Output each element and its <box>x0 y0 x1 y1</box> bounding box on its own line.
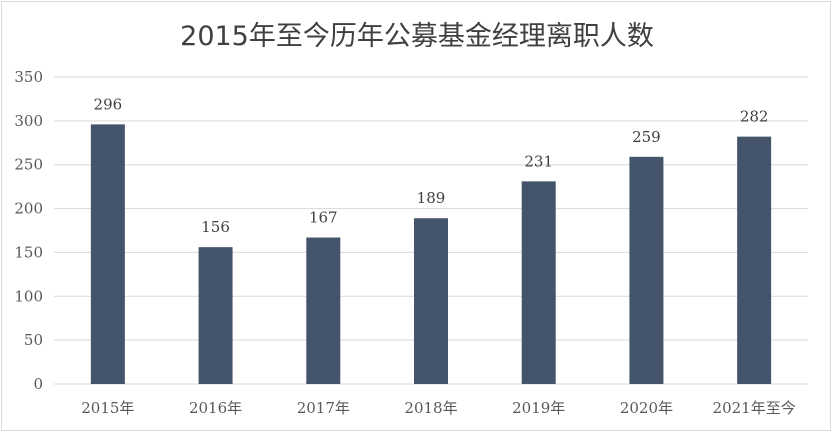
data-label-1: 156 <box>201 218 230 236</box>
bar-1 <box>198 247 233 384</box>
bar-5 <box>629 156 664 384</box>
x-category-label-5: 2020年 <box>620 399 673 417</box>
y-tick-label: 100 <box>14 287 43 305</box>
data-label-5: 259 <box>632 128 661 146</box>
data-label-3: 189 <box>417 189 446 207</box>
y-tick-label: 350 <box>14 68 43 86</box>
bar-2 <box>306 237 341 384</box>
bar-3 <box>414 218 448 384</box>
bar-4 <box>521 181 556 384</box>
bar-6 <box>737 136 772 384</box>
y-tick-label: 150 <box>14 243 43 261</box>
data-label-6: 282 <box>740 108 769 126</box>
x-category-label-2: 2017年 <box>297 399 350 417</box>
data-labels: 296 156 167 189 231 259 282 <box>94 95 769 236</box>
x-category-label-1: 2016年 <box>189 399 242 417</box>
y-tick-label: 300 <box>14 112 43 130</box>
data-label-0: 296 <box>94 95 123 113</box>
y-tick-label: 0 <box>33 375 43 393</box>
x-category-label-3: 2018年 <box>404 399 457 417</box>
y-tick-label: 200 <box>14 200 43 218</box>
y-tick-label: 50 <box>24 331 43 349</box>
bars <box>90 124 772 384</box>
x-axis-category-labels: 2015年 2016年 2017年 2018年 2019年 2020年 2021年至今 <box>81 399 795 417</box>
x-category-label-6: 2021年至今 <box>713 399 796 417</box>
y-tick-label: 250 <box>14 156 43 174</box>
data-label-4: 231 <box>524 152 553 170</box>
bar-0 <box>90 124 125 384</box>
x-category-label-4: 2019年 <box>512 399 565 417</box>
x-category-label-0: 2015年 <box>81 399 134 417</box>
data-label-2: 167 <box>309 209 338 227</box>
y-axis-tick-labels: 0 50 100 150 200 250 300 350 <box>14 68 43 393</box>
chart-title: 2015年至今历年公募基金经理离职人数 <box>180 21 654 52</box>
